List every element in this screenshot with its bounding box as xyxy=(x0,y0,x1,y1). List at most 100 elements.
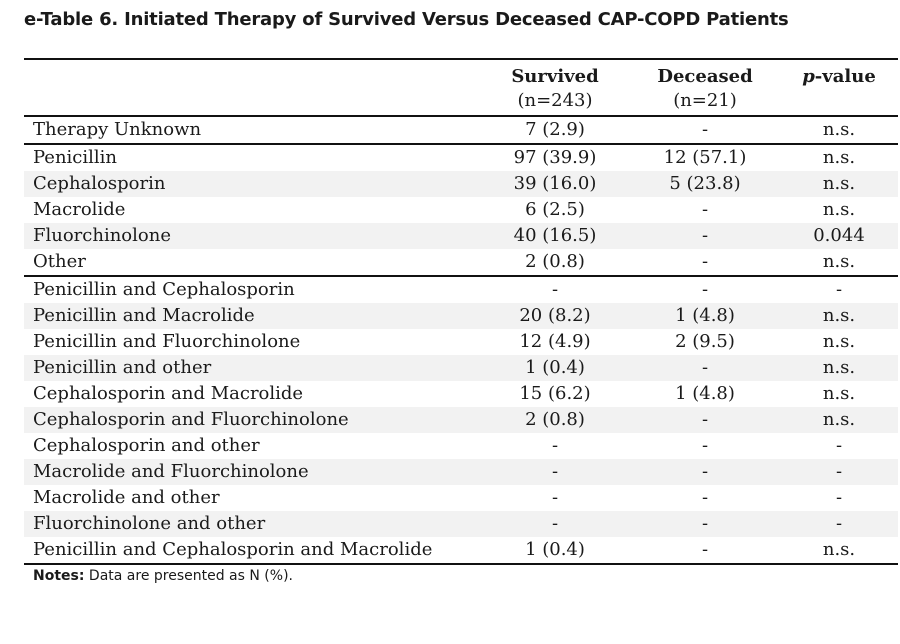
header-survived: Survived (n=243) xyxy=(480,65,630,113)
cell-pvalue: - xyxy=(780,511,898,537)
cell-deceased: - xyxy=(630,511,780,537)
cell-survived: 12 (4.9) xyxy=(519,331,591,352)
table-row: Penicillin and other 1 (0.4) - n.s. xyxy=(24,355,898,381)
table-row: Cephalosporin and other - - - xyxy=(24,433,898,459)
cell-deceased: - xyxy=(630,117,780,145)
table-row: Penicillin and Cephalosporin - - - xyxy=(24,276,898,303)
cell-deceased: 1 (4.8) xyxy=(675,383,735,404)
row-label: Other xyxy=(24,249,480,277)
row-label: Penicillin and other xyxy=(24,355,480,381)
row-label: Penicillin and Macrolide xyxy=(24,303,480,329)
cell-pvalue: n.s. xyxy=(780,303,898,329)
row-label: Cephalosporin and other xyxy=(33,435,260,456)
table-body: Therapy Unknown 7 (2.9) - n.s. Penicillin 97 … xyxy=(24,117,898,565)
cell-survived: - xyxy=(551,487,559,508)
cell-survived: 6 (2.5) xyxy=(525,199,585,220)
cell-pvalue: n.s. xyxy=(822,147,856,168)
row-label: Penicillin and Cephalosporin xyxy=(33,279,295,300)
cell-survived: 15 (6.2) xyxy=(519,383,591,404)
cell-deceased: - xyxy=(630,223,780,249)
cell-pvalue: n.s. xyxy=(822,383,856,404)
table-row: Penicillin 97 (39.9) 12 (57.1) n.s. xyxy=(24,144,898,171)
row-label: Therapy Unknown xyxy=(24,117,480,145)
cell-pvalue: n.s. xyxy=(780,355,898,381)
cell-pvalue: - xyxy=(835,487,843,508)
table-row: Cephalosporin and Fluorchinolone 2 (0.8) -… xyxy=(24,407,898,433)
cell-pvalue: - xyxy=(780,459,898,485)
cell-pvalue: n.s. xyxy=(822,199,856,220)
row-label: Cephalosporin and Fluorchinolone xyxy=(24,407,480,433)
cell-survived: 2 (0.8) xyxy=(480,407,630,433)
cell-pvalue: n.s. xyxy=(780,117,898,145)
row-label: Fluorchinolone xyxy=(24,223,480,249)
row-label: Macrolide and other xyxy=(33,487,220,508)
cell-deceased: - xyxy=(701,435,709,456)
header-survived-name: Survived xyxy=(511,66,599,87)
header-pvalue: p-value xyxy=(780,65,898,89)
cell-pvalue: n.s. xyxy=(780,171,898,197)
row-label: Penicillin xyxy=(33,147,118,168)
row-label: Fluorchinolone and other xyxy=(24,511,480,537)
cell-survived: - xyxy=(480,511,630,537)
cell-deceased: 5 (23.8) xyxy=(630,171,780,197)
cell-deceased: - xyxy=(701,279,709,300)
table-row: Other 2 (0.8) - n.s. xyxy=(24,249,898,277)
therapy-table: Survived (n=243) Deceased (n=21) p-value… xyxy=(24,58,898,584)
row-label: Penicillin and Fluorchinolone xyxy=(33,331,301,352)
cell-survived: 1 (0.4) xyxy=(480,355,630,381)
table-row: Penicillin and Cephalosporin and Macroli… xyxy=(24,537,898,565)
table-row: Fluorchinolone 40 (16.5) -0.044 xyxy=(24,223,898,249)
cell-deceased: - xyxy=(630,459,780,485)
table-row: Macrolide 6 (2.5) - n.s. xyxy=(24,197,898,223)
cell-deceased: 2 (9.5) xyxy=(675,331,735,352)
table-row: Penicillin and Fluorchinolone 12 (4.9) 2 (… xyxy=(24,329,898,355)
header-deceased-name: Deceased xyxy=(657,66,753,87)
cell-deceased: - xyxy=(630,249,780,277)
cell-survived: 2 (0.8) xyxy=(480,249,630,277)
row-label: Cephalosporin xyxy=(24,171,480,197)
row-label: Penicillin and Cephalosporin and Macroli… xyxy=(24,537,480,565)
row-label: Cephalosporin and Macrolide xyxy=(33,383,304,404)
cell-survived: 1 (0.4) xyxy=(480,537,630,565)
cell-survived: - xyxy=(480,459,630,485)
notes-label: Notes: xyxy=(33,568,85,584)
cell-survived: 7 (2.9) xyxy=(480,117,630,145)
table-title: e-Table 6. Initiated Therapy of Survived… xyxy=(24,9,789,30)
cell-pvalue: n.s. xyxy=(780,407,898,433)
header-pvalue-italic: p xyxy=(802,66,815,87)
cell-pvalue: 0.044 xyxy=(780,223,898,249)
cell-pvalue: n.s. xyxy=(822,331,856,352)
cell-survived: - xyxy=(551,435,559,456)
cell-survived: 20 (8.2) xyxy=(480,303,630,329)
cell-survived: 39 (16.0) xyxy=(480,171,630,197)
notes-text: Data are presented as N (%). xyxy=(84,568,293,584)
table-row: Cephalosporin and Macrolide 15 (6.2) 1 (4.… xyxy=(24,381,898,407)
cell-survived: - xyxy=(551,279,559,300)
table-notes: Notes: Data are presented as N (%). xyxy=(24,565,898,584)
header-deceased-n: (n=21) xyxy=(673,90,737,111)
cell-survived: 40 (16.5) xyxy=(480,223,630,249)
cell-deceased: - xyxy=(630,537,780,565)
cell-deceased: - xyxy=(701,199,709,220)
table-row: Macrolide and Fluorchinolone - - - xyxy=(24,459,898,485)
cell-pvalue: - xyxy=(835,435,843,456)
table-row: Penicillin and Macrolide 20 (8.2) 1 (4.8) n… xyxy=(24,303,898,329)
header-deceased: Deceased (n=21) xyxy=(630,65,780,113)
table-row: Macrolide and other - - - xyxy=(24,485,898,511)
top-rule xyxy=(24,58,898,60)
cell-deceased: 1 (4.8) xyxy=(630,303,780,329)
table-header: Survived (n=243) Deceased (n=21) p-value xyxy=(24,60,898,117)
row-label: Macrolide xyxy=(33,199,126,220)
header-pvalue-rest: -value xyxy=(814,66,876,87)
cell-survived: 97 (39.9) xyxy=(513,147,597,168)
cell-pvalue: n.s. xyxy=(780,537,898,565)
table-row: Therapy Unknown 7 (2.9) - n.s. xyxy=(24,117,898,145)
cell-deceased: - xyxy=(701,487,709,508)
cell-pvalue: n.s. xyxy=(780,249,898,277)
cell-deceased: 12 (57.1) xyxy=(663,147,747,168)
table-row: Fluorchinolone and other - - - xyxy=(24,511,898,537)
header-survived-n: (n=243) xyxy=(517,90,593,111)
cell-deceased: - xyxy=(630,355,780,381)
cell-deceased: - xyxy=(630,407,780,433)
table-row: Cephalosporin 39 (16.0) 5 (23.8) n.s. xyxy=(24,171,898,197)
